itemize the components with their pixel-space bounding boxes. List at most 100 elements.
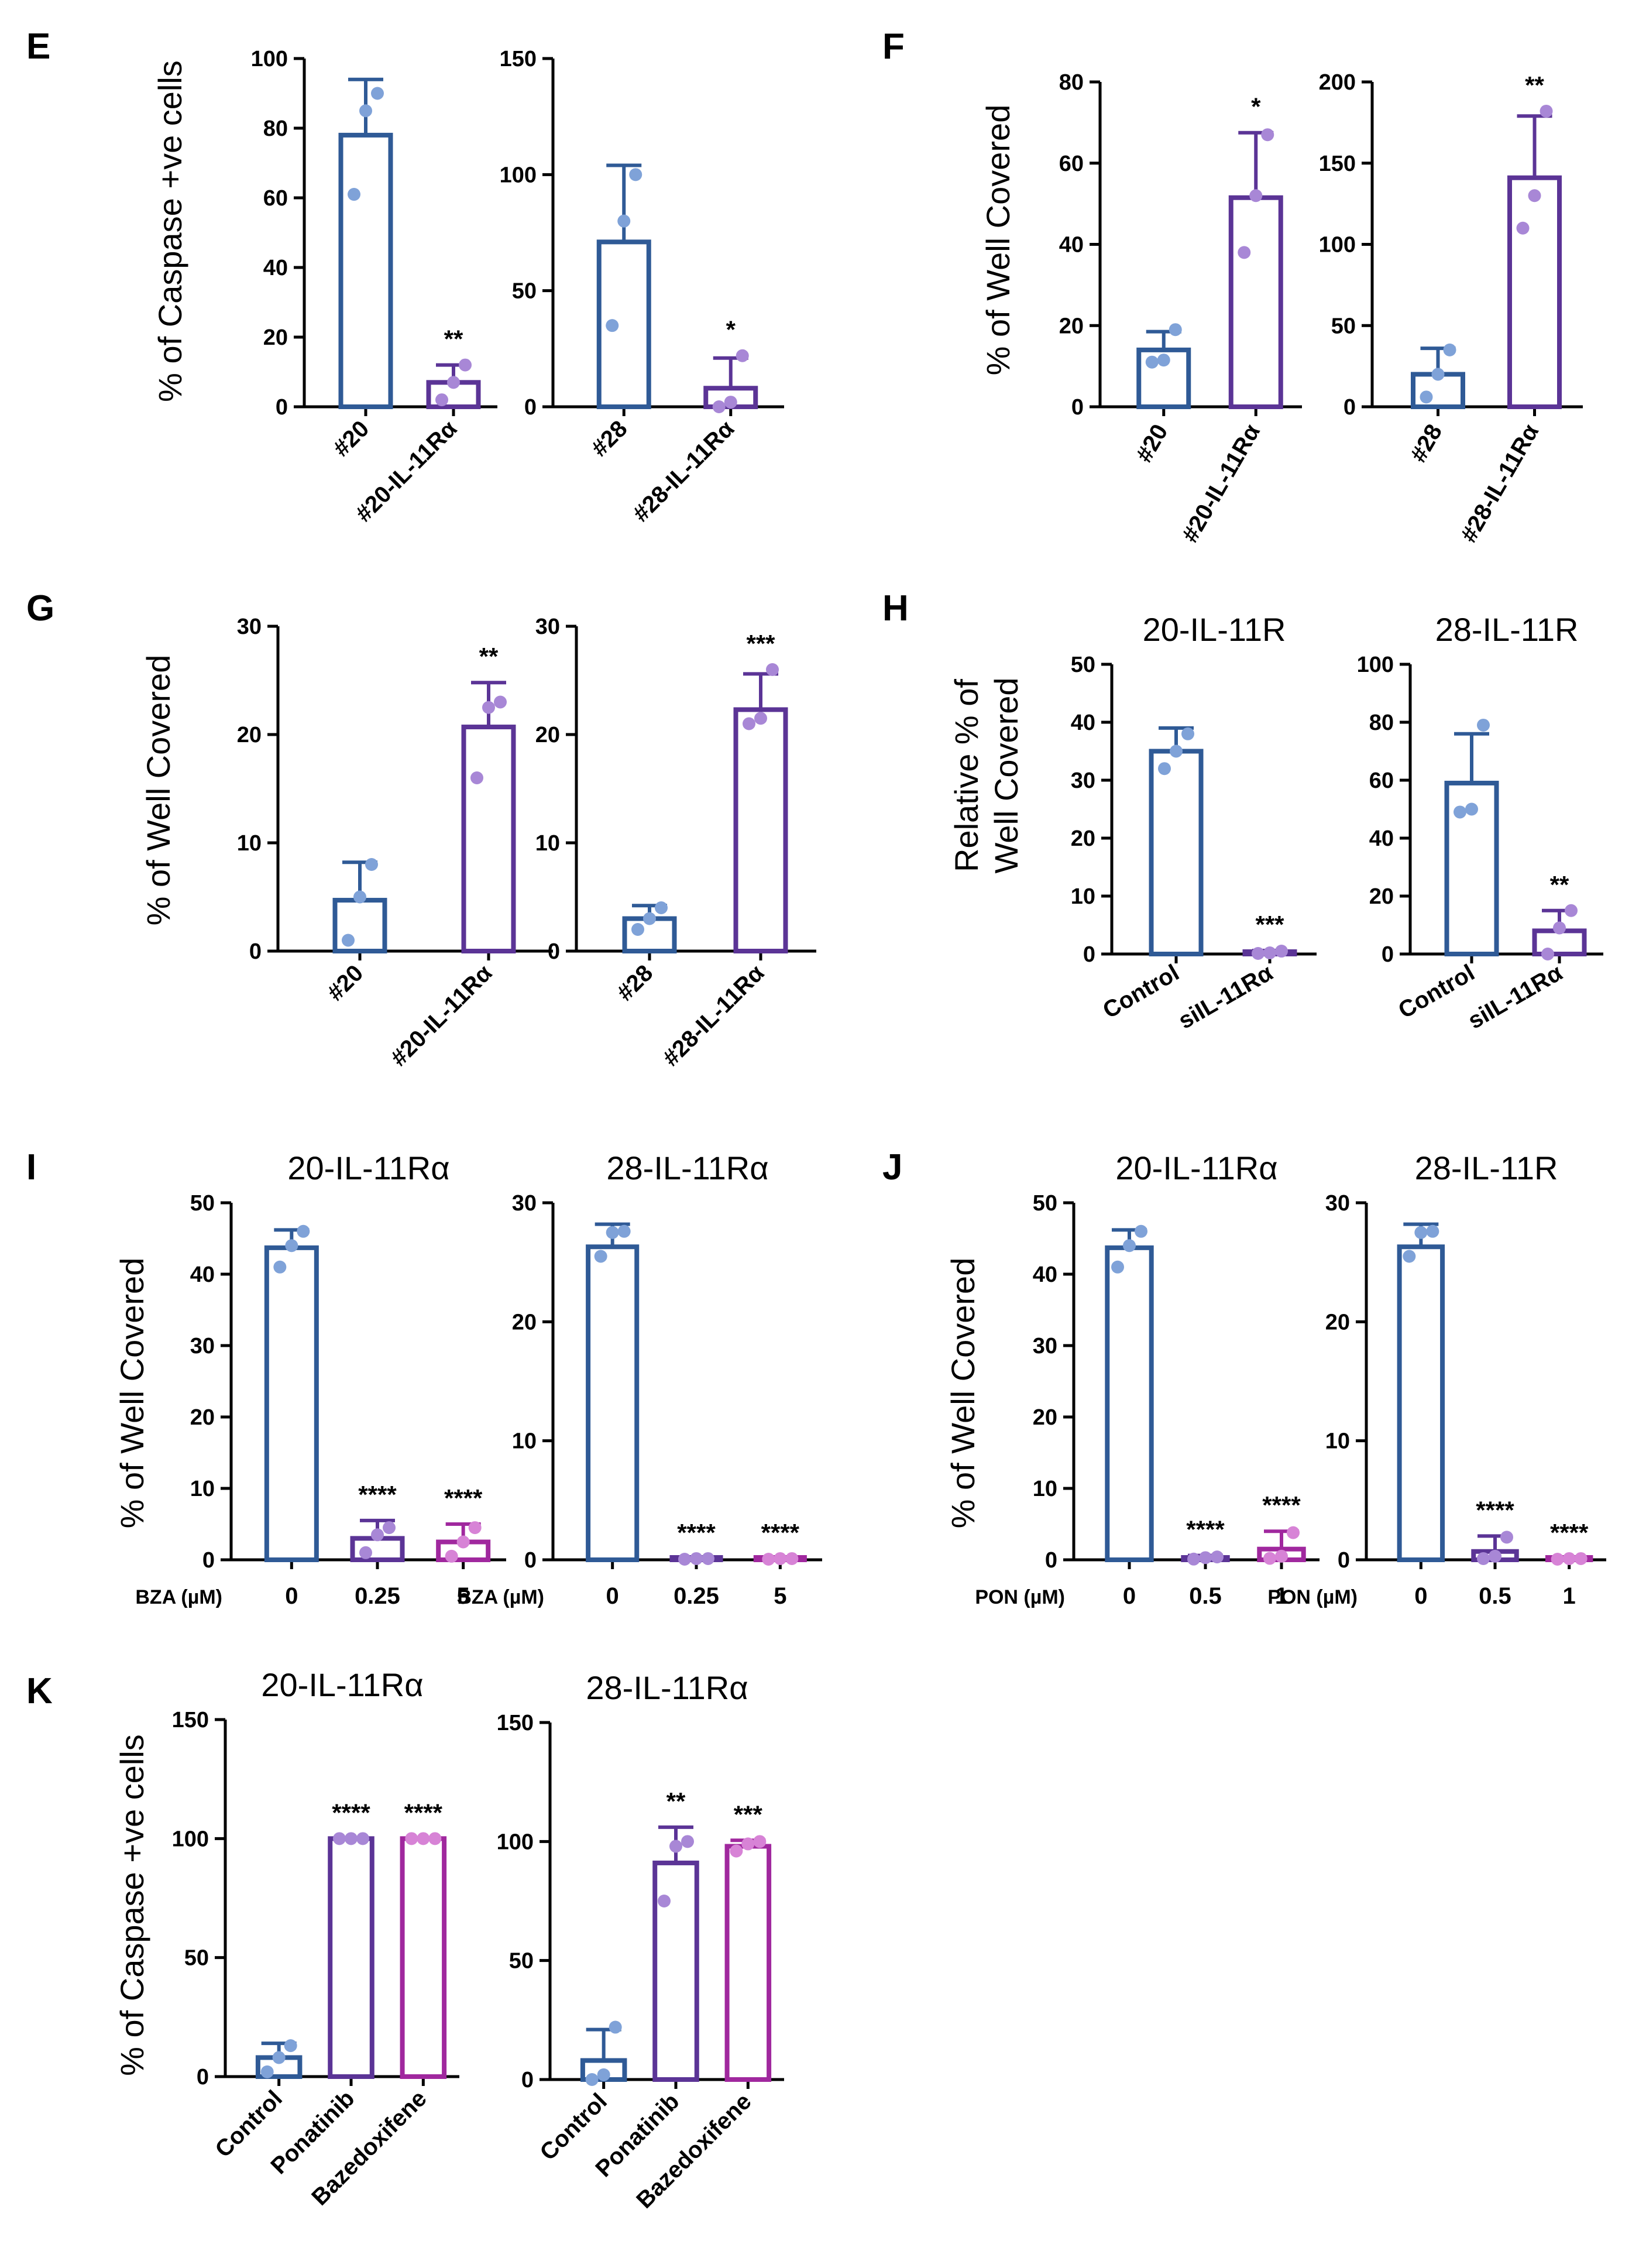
chart-f1: 0 20 40 60 80 * #20 #20-IL-11Rα <box>1059 70 1302 547</box>
data-point <box>359 1546 372 1559</box>
bar <box>400 1836 447 2079</box>
y-tick-label: 0 <box>1045 1548 1057 1573</box>
chart-title: 28-IL-11Rα <box>586 1669 748 1706</box>
data-point <box>754 712 767 725</box>
data-point <box>785 1552 799 1565</box>
data-point <box>482 701 495 714</box>
data-point <box>1431 368 1445 381</box>
data-point <box>1443 343 1456 356</box>
data-point <box>348 188 360 201</box>
data-point <box>1238 246 1251 259</box>
data-point <box>459 358 472 372</box>
y-tick-label: 20 <box>190 1405 215 1430</box>
x-tick-label: 1 <box>1275 1583 1288 1609</box>
data-point <box>629 168 642 181</box>
data-point <box>597 2068 610 2081</box>
data-point <box>1477 1552 1490 1565</box>
y-tick-label: 40 <box>263 256 288 280</box>
x-tick-label: #20 <box>1131 420 1173 467</box>
x-tick-label: 0.5 <box>1479 1583 1511 1609</box>
data-point <box>690 1552 703 1565</box>
bar <box>332 898 387 954</box>
significance-label: *** <box>1255 911 1284 938</box>
y-tick-label: 20 <box>1369 884 1394 909</box>
y-axis-label-line: % of Caspase +ve cells <box>114 1734 150 2076</box>
data-point <box>383 1521 396 1535</box>
data-point <box>1565 904 1578 917</box>
x-tick-label: 0.25 <box>355 1583 400 1609</box>
data-point <box>1562 1552 1576 1565</box>
y-tick-label: 0 <box>249 939 262 964</box>
y-tick-label: 20 <box>1071 826 1095 851</box>
y-axis-label-e: % of Caspase +ve cells <box>152 60 188 402</box>
data-point <box>1516 221 1530 235</box>
x-tick-label: #28-IL-11Rα <box>658 960 769 1071</box>
data-point <box>1157 354 1170 367</box>
data-point <box>359 104 372 118</box>
y-tick-label: 10 <box>190 1477 215 1501</box>
y-tick-label: 10 <box>1325 1429 1350 1454</box>
bar <box>1397 1244 1445 1563</box>
data-point <box>1551 1552 1564 1566</box>
y-tick-label: 100 <box>172 1827 209 1851</box>
data-point <box>1123 1239 1136 1253</box>
data-point <box>766 663 779 676</box>
bar <box>1507 175 1562 409</box>
y-tick-label: 30 <box>1033 1334 1057 1358</box>
y-tick-label: 80 <box>1059 70 1084 95</box>
data-point <box>753 1835 767 1848</box>
y-tick-label: 200 <box>1319 70 1356 95</box>
bar <box>596 239 651 409</box>
treatment-axis-label: PON (µM) <box>1267 1586 1358 1608</box>
significance-label: **** <box>404 1799 443 1826</box>
data-point <box>371 87 384 100</box>
data-point <box>712 400 726 413</box>
y-tick-label: 100 <box>1319 233 1356 258</box>
x-tick-label: 0 <box>285 1583 298 1609</box>
x-tick-label: #20 <box>328 416 374 461</box>
data-point <box>617 1224 631 1238</box>
significance-label: *** <box>746 630 775 657</box>
data-point <box>333 1832 346 1845</box>
data-point <box>356 1832 369 1845</box>
data-point <box>1553 921 1566 935</box>
y-tick-label: 40 <box>1071 711 1095 735</box>
x-tick-label: #20-IL-11Rα <box>386 960 497 1071</box>
x-tick-label: 0.5 <box>1189 1583 1222 1609</box>
data-point <box>724 396 737 409</box>
y-tick-label: 0 <box>1071 395 1084 420</box>
data-point <box>594 1250 607 1263</box>
chart-g2: 0 10 20 30 *** #28 #28-IL-11Rα <box>535 615 816 1071</box>
data-point <box>1199 1551 1212 1564</box>
data-point <box>1528 189 1541 203</box>
data-point <box>365 858 378 871</box>
y-tick-label: 50 <box>184 1946 209 1971</box>
y-tick-label: 0 <box>276 395 288 420</box>
significance-label: ** <box>479 643 499 670</box>
y-axis-label-f: % of Well Covered <box>980 105 1016 376</box>
data-point <box>272 2051 286 2064</box>
data-point <box>736 349 749 362</box>
bar <box>264 1245 319 1563</box>
y-axis-label-line: Relative % of <box>948 679 985 872</box>
data-point <box>470 771 483 784</box>
x-tick-label: Control <box>1098 960 1183 1024</box>
data-point <box>655 901 668 914</box>
data-point <box>1249 189 1263 203</box>
data-point <box>1145 355 1159 369</box>
data-point <box>743 717 755 730</box>
y-tick-label: 0 <box>1344 395 1356 420</box>
y-tick-label: 30 <box>1071 768 1095 793</box>
significance-label: **** <box>1550 1519 1589 1546</box>
chart-title: 20-IL-11Rα <box>287 1150 449 1186</box>
data-point <box>1170 744 1183 758</box>
y-tick-label: 40 <box>190 1262 215 1287</box>
y-axis-label-h: Relative % ofWell Covered <box>948 677 1025 873</box>
y-tick-label: 0 <box>1083 942 1095 967</box>
data-point <box>1111 1260 1124 1274</box>
